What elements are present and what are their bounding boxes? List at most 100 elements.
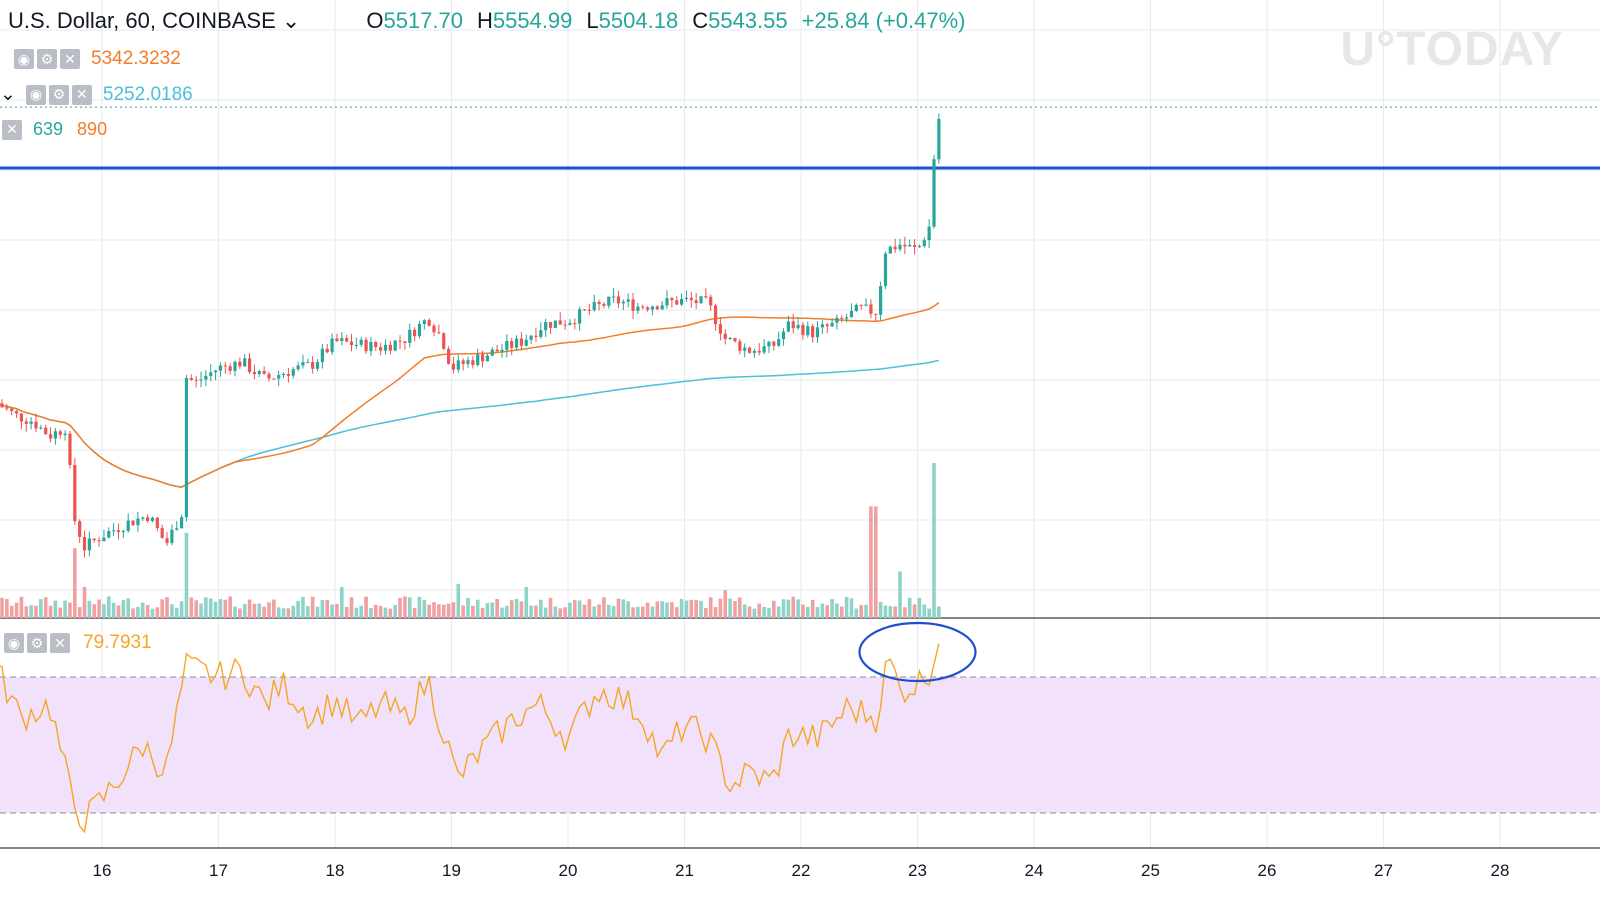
candle-body: [597, 301, 601, 304]
candle-body: [73, 465, 77, 522]
candle-body: [835, 317, 839, 323]
candle-body: [854, 304, 858, 312]
candle-body: [247, 358, 252, 373]
candle-body: [199, 379, 203, 381]
candle-body: [777, 339, 781, 346]
volume-bar: [718, 598, 723, 618]
volume-bar: [456, 583, 461, 618]
chevron-down-icon[interactable]: ⌄: [281, 8, 301, 33]
rsi-band: [0, 677, 1600, 813]
volume-bar: [106, 596, 111, 618]
candle-body: [694, 300, 698, 304]
candle-body: [58, 431, 62, 435]
candle-body: [607, 296, 611, 306]
volume-bar: [461, 605, 465, 618]
candle-body: [432, 325, 436, 333]
volume-bar: [296, 600, 300, 618]
volume-bar: [475, 599, 480, 618]
candle-body: [34, 421, 38, 429]
candle-body: [679, 298, 684, 305]
close-icon[interactable]: ✕: [50, 633, 70, 653]
candle-body: [660, 305, 664, 310]
candle-body: [325, 348, 329, 353]
gear-icon[interactable]: ⚙: [27, 633, 47, 653]
volume-bar: [398, 597, 402, 618]
volume-bar: [131, 608, 135, 618]
candle-body: [238, 361, 242, 367]
volume-bar: [505, 605, 509, 618]
volume-bar: [77, 607, 82, 618]
volume-bar: [19, 596, 24, 618]
candle-body: [223, 365, 227, 367]
close-icon[interactable]: ✕: [60, 49, 80, 69]
eye-icon[interactable]: ◉: [14, 49, 34, 69]
volume-bar: [704, 607, 708, 618]
volume-bar: [160, 599, 164, 618]
volume-bar: [738, 597, 742, 618]
x-tick-label: 18: [326, 861, 345, 880]
volume-bar: [407, 597, 412, 618]
volume-bar: [354, 607, 359, 618]
eye-icon[interactable]: ◉: [4, 633, 24, 653]
candle-body: [553, 320, 557, 328]
volume-bar: [359, 605, 364, 618]
volume-bar: [53, 600, 58, 618]
volume-bar: [602, 597, 606, 618]
volume-bar: [267, 602, 271, 618]
chevron-down-icon[interactable]: ⌄: [0, 84, 16, 105]
volume-bar: [849, 598, 854, 618]
candle-body: [582, 309, 587, 311]
volume-bar: [63, 600, 67, 618]
candle-body: [563, 324, 567, 326]
gear-icon[interactable]: ⚙: [48, 84, 69, 105]
candle-body: [869, 304, 873, 314]
candle-body: [524, 339, 528, 346]
volume-bar: [34, 605, 38, 618]
candle-body: [281, 373, 286, 376]
volume-bar: [140, 602, 145, 618]
volume-bar: [422, 599, 427, 618]
volume-bar: [5, 599, 9, 618]
candle-body: [757, 350, 761, 353]
volume-bar: [684, 600, 689, 618]
candle-body: [408, 329, 412, 343]
volume-bar: [373, 604, 378, 618]
volume-bar: [471, 605, 475, 618]
candle-body: [937, 118, 941, 160]
candle-body: [796, 324, 800, 329]
candle-body: [116, 530, 121, 533]
volume-bar: [820, 603, 825, 618]
volume-bar: [199, 603, 203, 618]
gear-icon[interactable]: ⚙: [37, 49, 57, 69]
symbol-title[interactable]: U.S. Dollar, 60, COINBASE ⌄: [8, 8, 301, 33]
candle-body: [24, 421, 28, 424]
close-icon[interactable]: ✕: [71, 84, 92, 105]
eye-icon[interactable]: ◉: [25, 84, 46, 105]
volume-bar: [466, 597, 470, 618]
candle-body: [922, 240, 926, 247]
candle-body: [772, 341, 776, 346]
candle-body: [728, 337, 732, 339]
candle-body: [500, 349, 504, 352]
volume-bar: [670, 602, 674, 618]
volume-bar: [325, 599, 330, 618]
candle-body: [170, 529, 174, 544]
volume-bar: [801, 604, 805, 618]
volume-bar: [339, 587, 344, 618]
candle-body: [709, 296, 713, 306]
volume-bar: [310, 596, 315, 618]
volume-bar: [165, 597, 169, 618]
candle-body: [301, 362, 305, 366]
volume-bar: [126, 598, 131, 618]
x-tick-label: 20: [559, 861, 578, 880]
candle-body: [840, 317, 844, 319]
candle-body: [849, 311, 854, 318]
volume-bar: [184, 532, 189, 618]
candle-body: [747, 347, 752, 353]
volume-bar: [572, 600, 577, 618]
candle-body: [490, 349, 494, 356]
close-icon[interactable]: ✕: [2, 119, 22, 140]
candle-body: [330, 338, 334, 353]
candle-body: [699, 296, 703, 304]
